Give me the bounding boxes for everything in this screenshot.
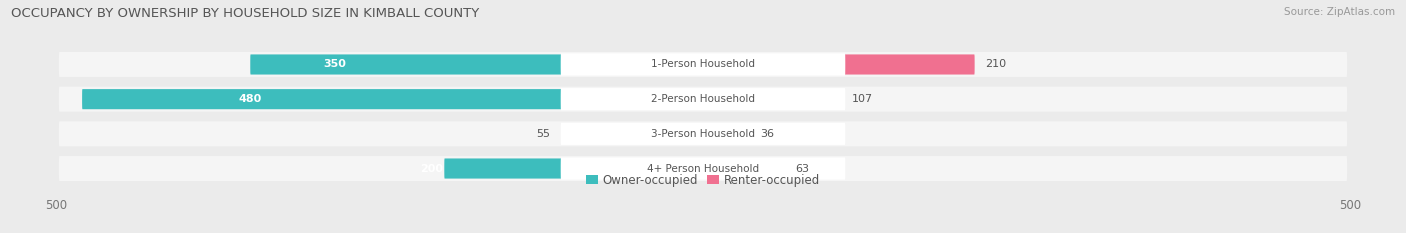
Text: 350: 350 — [323, 59, 346, 69]
FancyBboxPatch shape — [444, 158, 703, 178]
FancyBboxPatch shape — [82, 89, 703, 109]
FancyBboxPatch shape — [561, 88, 845, 110]
FancyBboxPatch shape — [561, 158, 845, 180]
FancyBboxPatch shape — [631, 124, 703, 144]
Legend: Owner-occupied, Renter-occupied: Owner-occupied, Renter-occupied — [586, 174, 820, 187]
Text: 63: 63 — [794, 164, 808, 174]
Text: 107: 107 — [852, 94, 873, 104]
Text: 210: 210 — [986, 59, 1007, 69]
FancyBboxPatch shape — [59, 87, 1347, 112]
Text: OCCUPANCY BY OWNERSHIP BY HOUSEHOLD SIZE IN KIMBALL COUNTY: OCCUPANCY BY OWNERSHIP BY HOUSEHOLD SIZE… — [11, 7, 479, 20]
FancyBboxPatch shape — [59, 52, 1347, 77]
Text: 36: 36 — [759, 129, 773, 139]
Text: 200: 200 — [420, 164, 443, 174]
FancyBboxPatch shape — [59, 156, 1347, 181]
Text: 4+ Person Household: 4+ Person Household — [647, 164, 759, 174]
FancyBboxPatch shape — [703, 124, 749, 144]
Text: 55: 55 — [536, 129, 550, 139]
Text: Source: ZipAtlas.com: Source: ZipAtlas.com — [1284, 7, 1395, 17]
Text: 2-Person Household: 2-Person Household — [651, 94, 755, 104]
Text: 480: 480 — [239, 94, 262, 104]
FancyBboxPatch shape — [250, 55, 703, 75]
FancyBboxPatch shape — [561, 123, 845, 145]
FancyBboxPatch shape — [703, 55, 974, 75]
FancyBboxPatch shape — [561, 53, 845, 75]
Text: 3-Person Household: 3-Person Household — [651, 129, 755, 139]
FancyBboxPatch shape — [703, 89, 841, 109]
FancyBboxPatch shape — [703, 158, 785, 178]
Text: 1-Person Household: 1-Person Household — [651, 59, 755, 69]
FancyBboxPatch shape — [59, 121, 1347, 146]
